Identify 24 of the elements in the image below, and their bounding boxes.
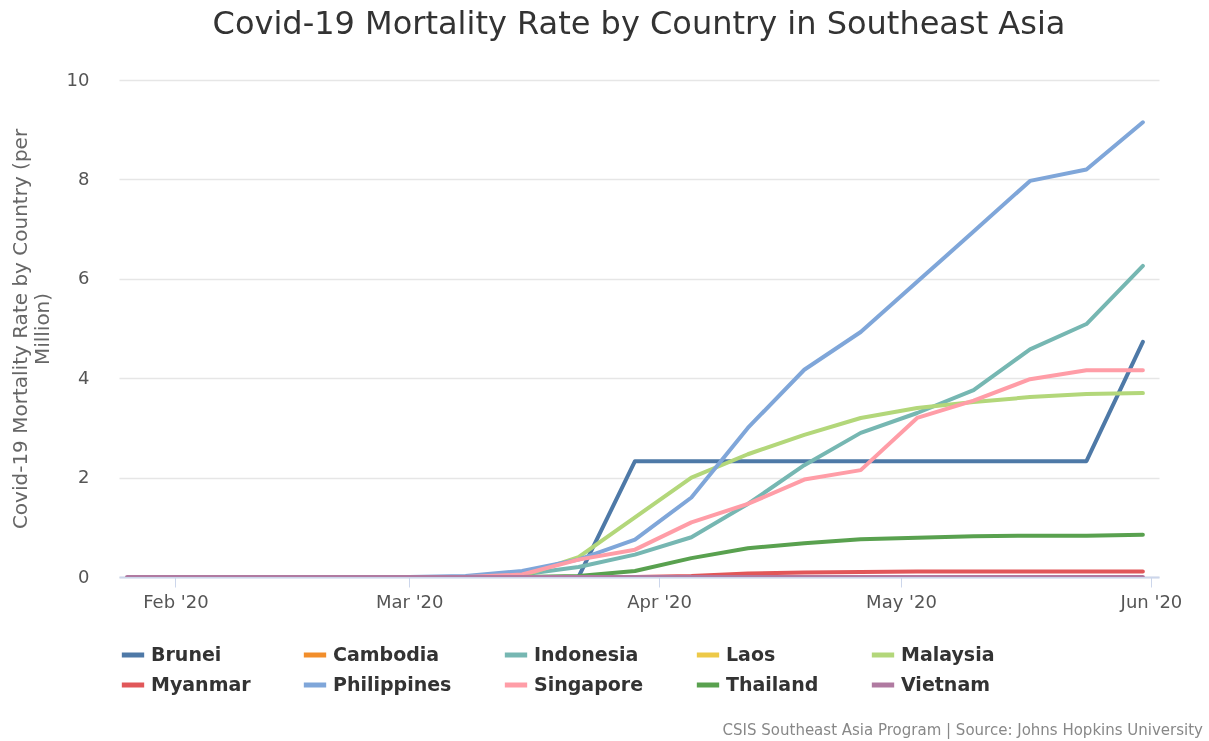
y-tick-label: 10 (66, 68, 90, 90)
legend-label: Malaysia (901, 643, 995, 665)
text: CSIS Southeast Asia Program | Source: Johns Hopkins University (722, 721, 1203, 739)
legend-label: Brunei (151, 643, 222, 665)
y-tick-label: 6 (78, 267, 90, 289)
y-tick-label: 8 (78, 167, 90, 189)
legend-label: Thailand (726, 673, 819, 695)
legend-label: Cambodia (333, 643, 440, 665)
x-tick-label: May '20 (866, 590, 937, 612)
y-tick-label: 2 (78, 466, 90, 488)
legend-label: Philippines (333, 673, 452, 695)
y-axis-title: Covid-19 Mortality Rate by Country (per Million) (7, 128, 54, 530)
y-tick-label: 4 (78, 366, 90, 388)
x-tick-label: Mar '20 (375, 590, 444, 612)
legend-label: Laos (726, 643, 776, 665)
chart-title: Covid-19 Mortality Rate by Country in Southeast Asia (212, 4, 1066, 42)
legend-label: Indonesia (534, 643, 639, 665)
y-tick-label: 0 (78, 565, 90, 587)
x-tick-label: Feb '20 (143, 590, 209, 612)
x-tick-label: Apr '20 (627, 590, 693, 612)
legend-label: Vietnam (901, 673, 990, 695)
legend-label: Singapore (534, 673, 644, 695)
x-tick-label: Jun '20 (1119, 590, 1183, 612)
legend-label: Myanmar (151, 673, 252, 695)
